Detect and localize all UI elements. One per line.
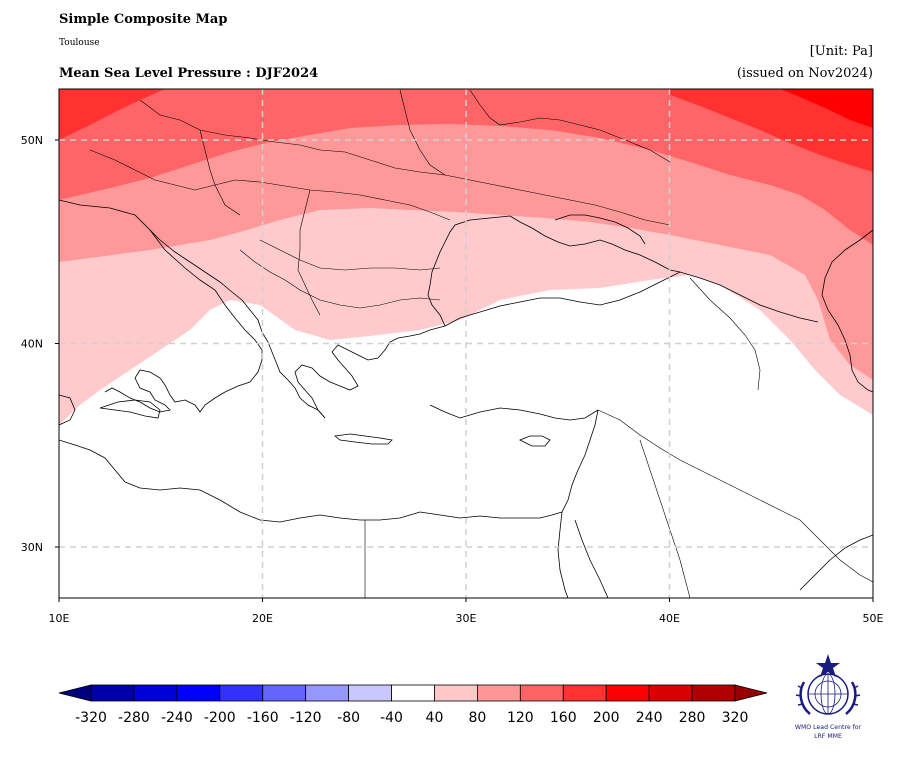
lat-label-50n: 50N [21, 134, 43, 147]
colorbar-labels: -320 -280 -240 -200 -160 -120 -80 -40 40 80 120 160… [75, 710, 748, 726]
colorbar-tick-label: -200 [204, 710, 236, 726]
colorbar-tick-label: -40 [380, 710, 403, 726]
colorbar-cell [476, 684, 521, 702]
lon-label-30e: 30E [456, 612, 477, 625]
colorbar-tick-label: 320 [722, 710, 749, 726]
colorbar-tick-label: 280 [679, 710, 706, 726]
coastline-crimea [509, 215, 681, 273]
field-160-200 [59, 89, 873, 172]
coastline-levant [561, 409, 599, 513]
lon-label-50e: 50E [863, 612, 884, 625]
coastline-sinai-redsea [557, 511, 609, 598]
colorbar-tick-label: -160 [247, 710, 279, 726]
colorbar-cell [691, 684, 736, 702]
unit-label: [Unit: Pa] [809, 44, 873, 59]
colorbar-cell [648, 684, 693, 702]
colorbar-cell [262, 684, 307, 702]
colorbar-tick-label: -240 [161, 710, 193, 726]
coastline-caspian [821, 229, 873, 393]
colorbar-cells [90, 684, 736, 702]
colorbar-cell [176, 684, 221, 702]
colorbar-cell [605, 684, 650, 702]
colorbar-tick-label: 240 [636, 710, 663, 726]
colorbar-tick-label: -80 [337, 710, 360, 726]
colorbar-cell [133, 684, 178, 702]
coastline-italy [59, 199, 263, 413]
issued-label: (issued on Nov2024) [736, 66, 873, 81]
colorbar-tick-label: -320 [75, 710, 107, 726]
coastline-turkey-south [429, 404, 599, 421]
coastline-crete [334, 433, 393, 445]
colorbar-cell [90, 684, 135, 702]
coastline-sardinia [59, 394, 76, 426]
colorbar-extend-low [58, 684, 92, 702]
coastline-persian-gulf [799, 534, 873, 591]
colorbar-cell [562, 684, 607, 702]
gridlines [59, 89, 873, 598]
coastline-azov [554, 214, 646, 245]
borders [89, 89, 873, 598]
colorbar-cell [519, 684, 564, 702]
colorbar-tick-label: -280 [118, 710, 150, 726]
coastline-turkey-north [444, 271, 819, 327]
colorbar-tick-label: -120 [290, 710, 322, 726]
coastline-black-sea-west [427, 215, 511, 327]
logo-text-line1: WMO Lead Centre for [795, 724, 862, 731]
logo-text-line2: LRF MME [814, 733, 842, 740]
colorbar-tick-label: 80 [468, 710, 486, 726]
coastline-africa [59, 439, 563, 523]
lon-label-40e: 40E [659, 612, 680, 625]
colorbar-tick-label: 40 [426, 710, 444, 726]
lon-label-20e: 20E [252, 612, 273, 625]
coastline-cyprus [519, 435, 551, 447]
coastline-sicily [99, 399, 161, 419]
lat-label-30n: 30N [21, 541, 43, 554]
lat-ticks: 50N 40N 30N [21, 134, 59, 554]
colorbar-cell [391, 684, 435, 702]
colorbar-cell [219, 684, 264, 702]
colorbar-cell [305, 684, 349, 702]
colorbar-tick-label: 120 [507, 710, 534, 726]
anomaly-map: 50N 40N 30N 10E 20E 30E 40E 50E [21, 88, 884, 625]
wmo-logo: WMO Lead Centre for LRF MME [795, 654, 862, 740]
location-label: Toulouse [59, 38, 100, 48]
colorbar-tick-label: 160 [550, 710, 577, 726]
coastline-greece [294, 325, 446, 419]
colorbar-extend-high [734, 684, 768, 702]
lat-label-40n: 40N [21, 338, 43, 351]
colorbar-cell [348, 684, 392, 702]
field-200-240 [780, 89, 873, 128]
lon-ticks: 10E 20E 30E 40E 50E [49, 598, 884, 625]
colorbar-tick-label: 200 [593, 710, 620, 726]
colorbar-cell [434, 684, 478, 702]
variable-title: Mean Sea Level Pressure : DJF2024 [59, 66, 319, 81]
wmo-emblem-icon [795, 654, 861, 715]
map-title: Simple Composite Map [59, 12, 228, 27]
lon-label-10e: 10E [49, 612, 70, 625]
